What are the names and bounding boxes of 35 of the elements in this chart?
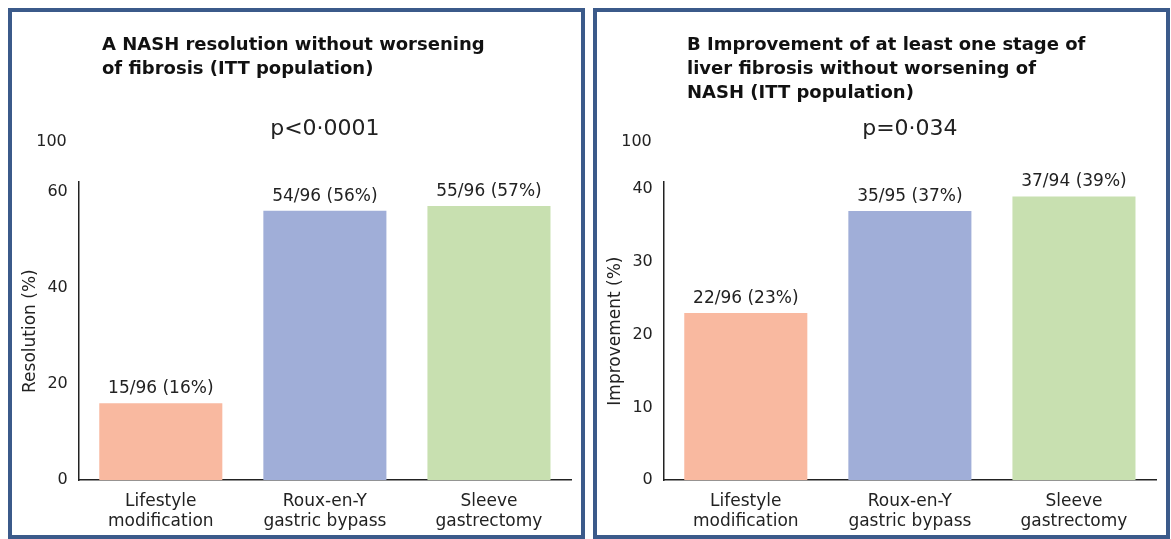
x-tick-label: Lifestyle modification xyxy=(108,489,214,531)
x-tick-label: Sleeve gastrectomy xyxy=(435,489,543,531)
y-tick-label: 0 xyxy=(642,469,653,489)
y-axis-title: Resolution (%) xyxy=(18,269,39,393)
bar xyxy=(684,312,808,481)
x-tick-label: Sleeve gastrectomy xyxy=(1020,489,1128,531)
bar xyxy=(427,206,551,481)
text: p=0·034 xyxy=(862,114,958,140)
text: p<0·0001 xyxy=(270,114,380,140)
y-axis-title: Improvement (%) xyxy=(603,256,624,406)
chart-title: B Improvement of at least one stage of liver fibrosis without worsening of NASH (ITT population) xyxy=(686,32,1087,104)
y-tick-label: 40 xyxy=(47,276,68,296)
x-tick-label: Lifestyle modification xyxy=(693,489,799,531)
text: 100 xyxy=(621,131,652,151)
data-label: 22/96 (23%) xyxy=(693,286,799,307)
y-tick-label: 20 xyxy=(632,323,653,343)
data-label: 35/95 (37%) xyxy=(857,185,963,206)
bar xyxy=(848,211,972,481)
bar xyxy=(99,403,223,481)
y-tick-label: 60 xyxy=(47,180,68,200)
y-tick-label: 20 xyxy=(47,373,68,393)
x-tick-label: Roux-en-Y gastric bypass xyxy=(848,489,972,531)
x-tick-label: Roux-en-Y gastric bypass xyxy=(263,489,387,531)
data-label: 55/96 (57%) xyxy=(436,179,542,200)
data-label: 15/96 (16%) xyxy=(108,377,214,398)
y-tick-label: 0 xyxy=(57,469,68,489)
text: 100 xyxy=(36,131,67,151)
y-tick-label: 30 xyxy=(632,251,653,271)
data-label: 54/96 (56%) xyxy=(272,184,378,205)
bar xyxy=(1012,196,1136,481)
data-label: 37/94 (39%) xyxy=(1021,170,1127,191)
chart-title: A NASH resolution without worsening of fibrosis (ITT population) xyxy=(101,32,486,80)
y-tick-label: 10 xyxy=(632,396,653,416)
bar xyxy=(263,210,387,481)
y-tick-label: 40 xyxy=(632,178,653,198)
